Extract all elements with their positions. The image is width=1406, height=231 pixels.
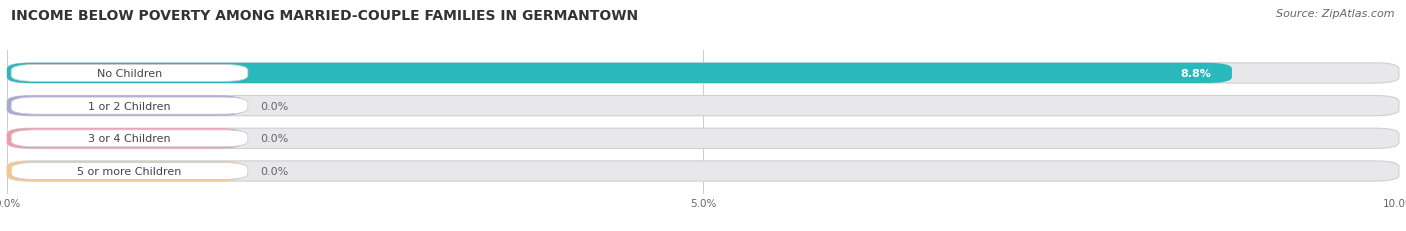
FancyBboxPatch shape — [11, 163, 247, 180]
Text: No Children: No Children — [97, 69, 162, 79]
FancyBboxPatch shape — [7, 161, 1399, 181]
FancyBboxPatch shape — [11, 130, 247, 147]
FancyBboxPatch shape — [7, 96, 243, 116]
Text: 0.0%: 0.0% — [260, 101, 288, 111]
Text: 0.0%: 0.0% — [260, 134, 288, 144]
Text: Source: ZipAtlas.com: Source: ZipAtlas.com — [1277, 9, 1395, 19]
FancyBboxPatch shape — [7, 96, 1399, 116]
FancyBboxPatch shape — [11, 98, 247, 115]
FancyBboxPatch shape — [7, 161, 243, 181]
FancyBboxPatch shape — [7, 64, 1399, 84]
FancyBboxPatch shape — [7, 129, 243, 149]
Text: 0.0%: 0.0% — [260, 166, 288, 176]
FancyBboxPatch shape — [11, 65, 247, 82]
Text: INCOME BELOW POVERTY AMONG MARRIED-COUPLE FAMILIES IN GERMANTOWN: INCOME BELOW POVERTY AMONG MARRIED-COUPL… — [11, 9, 638, 23]
Text: 1 or 2 Children: 1 or 2 Children — [89, 101, 172, 111]
FancyBboxPatch shape — [7, 129, 1399, 149]
FancyBboxPatch shape — [7, 64, 1232, 84]
Text: 5 or more Children: 5 or more Children — [77, 166, 181, 176]
Text: 8.8%: 8.8% — [1180, 69, 1211, 79]
Text: 3 or 4 Children: 3 or 4 Children — [89, 134, 172, 144]
